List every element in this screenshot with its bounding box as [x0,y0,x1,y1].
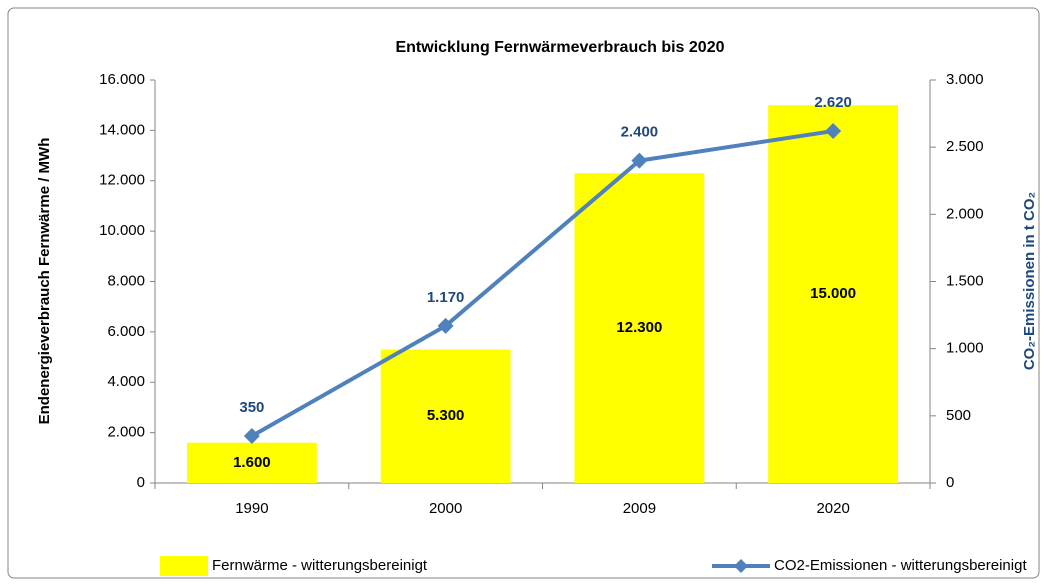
marker [825,123,842,140]
legend-label: CO2-Emissionen - witterungsbereinigt [774,557,1027,574]
y-tick-label: 8.000 [107,272,145,289]
y2-tick-label: 2.000 [946,205,984,222]
legend-swatch [160,556,208,576]
line-label: 2.620 [814,94,852,111]
line [250,129,834,438]
y2-tick-label: 0 [946,474,954,491]
y-axis-title: Endenergieverbrauch Fernwärme / MWh [36,138,53,425]
line-label: 2.400 [621,124,659,141]
bar [574,173,705,483]
y2-tick-label: 1.500 [946,272,984,289]
legend-marker [734,559,748,573]
y-tick-label: 16.000 [99,71,145,88]
y2-tick-label: 1.000 [946,340,984,357]
bar-label: 15.000 [810,285,856,302]
marker [243,427,260,444]
y2-tick-label: 500 [946,407,971,424]
chart-title: Entwicklung Fernwärmeverbrauch bis 2020 [395,39,724,56]
y-tick-label: 6.000 [107,323,145,340]
legend-label: Fernwärme - witterungsbereinigt [212,557,428,574]
x-tick-label: 2020 [816,500,849,517]
marker [631,152,648,169]
y2-tick-label: 2.500 [946,138,984,155]
x-tick-label: 2009 [623,500,656,517]
x-tick-label: 2000 [429,500,462,517]
y-tick-label: 0 [137,474,145,491]
bar [186,442,317,483]
y-tick-label: 12.000 [99,172,145,189]
y2-axis-title: CO₂-Emissionen in t CO₂ [1021,192,1038,370]
y2-tick-label: 3.000 [946,71,984,88]
y-tick-label: 4.000 [107,373,145,390]
y-tick-label: 14.000 [99,121,145,138]
bar [768,105,899,483]
bar-label: 1.600 [233,454,271,471]
y-tick-label: 10.000 [99,222,145,239]
bar-label: 12.300 [616,319,662,336]
y-tick-label: 2.000 [107,424,145,441]
x-tick-label: 1990 [235,500,268,517]
bar-label: 5.300 [427,407,465,424]
line-label: 1.170 [427,289,465,306]
bar [380,349,511,483]
marker [437,317,454,334]
line-label: 350 [239,399,264,416]
